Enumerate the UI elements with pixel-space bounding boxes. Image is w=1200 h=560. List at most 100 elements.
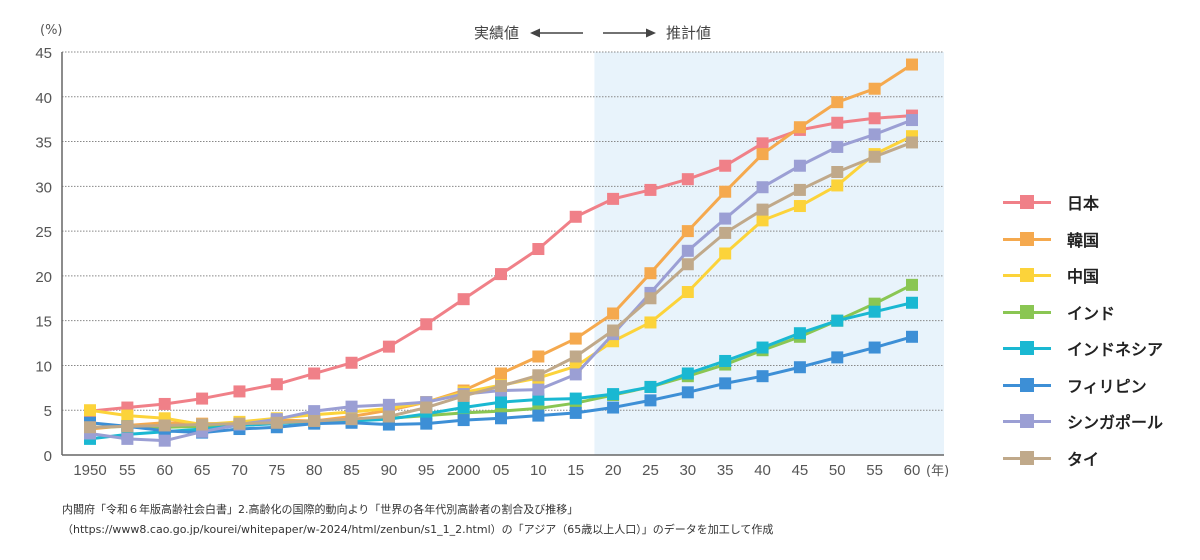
x-tick-label: 90: [381, 462, 398, 479]
data-point: [831, 179, 844, 192]
data-point: [569, 368, 582, 381]
x-tick-label: 30: [679, 462, 696, 479]
x-tick-label: 20: [605, 462, 622, 479]
data-point: [84, 421, 96, 434]
data-point: [644, 394, 657, 407]
legend: 日本 韓国 中国 インド インドネシア フィリピン シンガポール タイ: [1003, 184, 1163, 476]
data-point: [233, 417, 246, 430]
data-point: [719, 159, 732, 172]
data-point: [196, 392, 209, 405]
y-tick-label: 0: [44, 448, 52, 465]
data-point: [121, 409, 134, 422]
data-point: [793, 183, 806, 196]
gridlines: [62, 51, 944, 411]
source-line-2: （https://www8.cao.go.jp/kourei/whitepape…: [62, 523, 774, 536]
data-point: [532, 369, 545, 382]
series-7: [84, 136, 918, 434]
data-point: [158, 419, 171, 432]
legend-item: シンガポール: [1003, 403, 1163, 440]
data-point: [831, 96, 844, 109]
legend-label: インド: [1067, 303, 1116, 323]
y-tick-label: 20: [35, 269, 52, 286]
x-tick-label: 40: [754, 462, 771, 479]
legend-label: 中国: [1067, 267, 1100, 287]
data-point: [644, 380, 657, 393]
x-tick-label: 70: [231, 462, 248, 479]
data-point: [831, 140, 844, 153]
data-point: [868, 150, 881, 163]
legend-item: 韓国: [1003, 221, 1163, 258]
data-point: [793, 361, 806, 374]
data-point: [868, 305, 881, 318]
data-point: [495, 396, 507, 409]
data-point: [532, 350, 545, 363]
data-point: [345, 356, 358, 369]
data-point: [681, 258, 694, 271]
data-point: [382, 340, 395, 353]
data-point: [681, 286, 694, 299]
data-point: [233, 385, 246, 398]
data-point: [831, 314, 844, 327]
data-point: [681, 173, 694, 186]
data-point: [420, 417, 433, 430]
data-point: [457, 293, 470, 306]
data-point: [644, 267, 657, 280]
data-point: [308, 367, 321, 380]
data-point: [495, 268, 507, 281]
y-tick-label: 40: [35, 90, 52, 107]
legend-swatch-icon: [1003, 377, 1051, 392]
data-point: [532, 243, 545, 256]
arrowhead-right-icon: [646, 28, 656, 38]
data-point: [607, 401, 620, 414]
data-point: [495, 367, 507, 380]
legend-item: フィリピン: [1003, 367, 1163, 404]
data-point: [831, 116, 844, 129]
data-point: [681, 225, 694, 238]
data-point: [756, 214, 769, 227]
data-point: [457, 389, 470, 402]
period-annotation: 実績値 推計値: [474, 24, 711, 42]
data-point: [84, 404, 96, 417]
data-point: [831, 351, 844, 364]
legend-item: タイ: [1003, 440, 1163, 477]
legend-label: インドネシア: [1067, 340, 1164, 360]
data-point: [719, 377, 732, 390]
data-point: [793, 159, 806, 172]
data-point: [644, 316, 657, 329]
data-point: [681, 386, 694, 399]
series-layer: [84, 58, 918, 447]
legend-item: 中国: [1003, 257, 1163, 294]
x-tick-label: 35: [717, 462, 734, 479]
data-point: [681, 244, 694, 257]
data-point: [868, 82, 881, 95]
legend-item: インドネシア: [1003, 330, 1163, 367]
data-point: [906, 114, 918, 127]
data-point: [607, 307, 620, 320]
y-tick-label: 25: [35, 224, 52, 241]
data-point: [345, 413, 358, 426]
data-point: [420, 401, 433, 414]
data-point: [607, 192, 620, 205]
legend-item: インド: [1003, 294, 1163, 331]
legend-label: フィリピン: [1067, 376, 1147, 396]
data-point: [868, 341, 881, 354]
y-tick-label: 5: [44, 403, 52, 420]
x-tick-label: 55: [119, 462, 136, 479]
data-point: [495, 380, 507, 393]
data-point: [420, 318, 433, 331]
data-point: [569, 350, 582, 363]
x-axis-unit-label: (年): [926, 464, 949, 479]
data-point: [756, 370, 769, 383]
x-tick-label: 15: [567, 462, 584, 479]
y-axis-unit-label: (%): [40, 23, 63, 38]
data-point: [719, 226, 732, 239]
y-tick-labels: 0 5 10 15 20 25 30 35 40 45: [35, 45, 52, 465]
x-tick-label: 45: [792, 462, 809, 479]
data-point: [756, 203, 769, 216]
data-point: [868, 128, 881, 141]
data-point: [719, 185, 732, 198]
data-point: [382, 410, 395, 423]
data-point: [569, 210, 582, 223]
data-point: [382, 398, 395, 411]
